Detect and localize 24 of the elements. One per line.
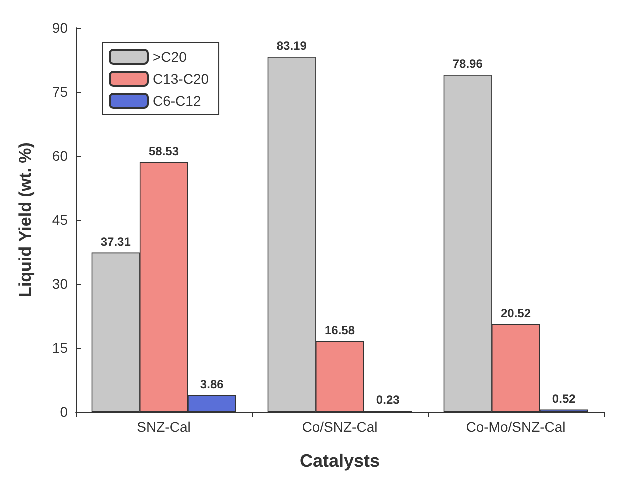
- legend-label: C6-C12: [153, 93, 202, 109]
- data-label: 37.31: [100, 234, 132, 249]
- legend-label: C13-C20: [153, 71, 210, 87]
- y-tick-label: 30: [52, 276, 68, 292]
- y-tick-label: 75: [52, 84, 68, 100]
- x-tick-label: SNZ-Cal: [137, 419, 191, 435]
- y-tick-label: 0: [60, 404, 68, 420]
- x-tick-label: Co-Mo/SNZ-Cal: [466, 419, 566, 435]
- y-axis-title: Liquid Yield (wt. %): [16, 142, 35, 298]
- y-tick-label: 15: [52, 340, 68, 356]
- data-label: 78.96: [452, 57, 484, 72]
- y-tick-label: 45: [52, 212, 68, 228]
- data-label: 0.52: [552, 392, 576, 406]
- x-axis-title: Catalysts: [300, 451, 380, 471]
- y-tick-label: 60: [52, 148, 68, 164]
- data-label: 58.53: [148, 144, 180, 158]
- x-tick-label: Co/SNZ-Cal: [302, 419, 378, 435]
- data-label: 0.23: [376, 393, 400, 408]
- data-label: 83.19: [276, 39, 308, 54]
- data-label: 20.52: [500, 306, 532, 320]
- y-tick-label: 90: [52, 20, 68, 36]
- data-label: 16.58: [324, 323, 356, 338]
- data-label: 3.86: [200, 378, 224, 392]
- legend-label: >C20: [153, 49, 188, 65]
